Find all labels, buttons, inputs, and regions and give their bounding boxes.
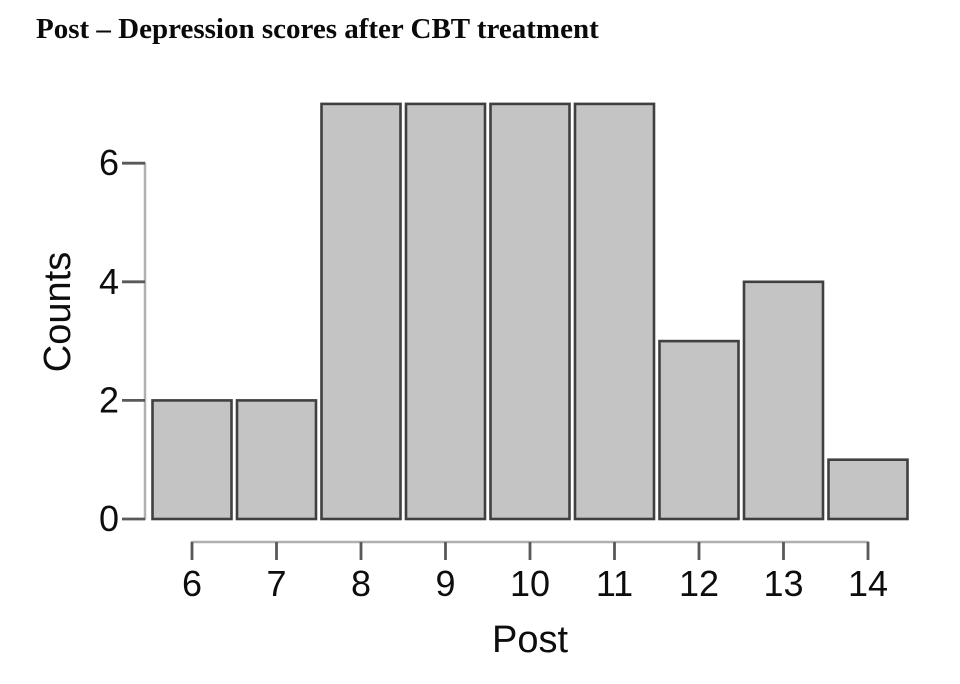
y-axis-title: Counts [37, 252, 79, 372]
x-tick-label-10: 10 [510, 563, 550, 604]
y-tick-label-2: 2 [99, 379, 119, 420]
bar-14 [827, 458, 909, 521]
x-tick-label-7: 7 [266, 563, 286, 604]
x-tick-label-8: 8 [351, 563, 371, 604]
bar-9 [404, 102, 487, 521]
y-tick-label-6: 6 [99, 142, 119, 183]
bar-13 [742, 280, 825, 521]
x-tick-label-13: 13 [763, 563, 803, 604]
x-tick-label-6: 6 [182, 563, 202, 604]
x-tick-label-14: 14 [848, 563, 888, 604]
chart-title: Post – Depression scores after CBT treat… [36, 13, 599, 45]
bar-10 [489, 102, 571, 521]
bar-8 [320, 102, 402, 521]
y-tick-label-4: 4 [99, 261, 119, 302]
y-tick-label-0: 0 [99, 498, 119, 539]
bar-11 [573, 102, 656, 521]
x-tick-label-11: 11 [596, 563, 633, 604]
bar-7 [235, 399, 318, 521]
x-tick-label-9: 9 [435, 563, 455, 604]
x-tick-label-12: 12 [679, 563, 719, 604]
bar-12 [658, 339, 740, 521]
x-axis-title: Post [492, 619, 568, 661]
bar-6 [151, 399, 233, 521]
